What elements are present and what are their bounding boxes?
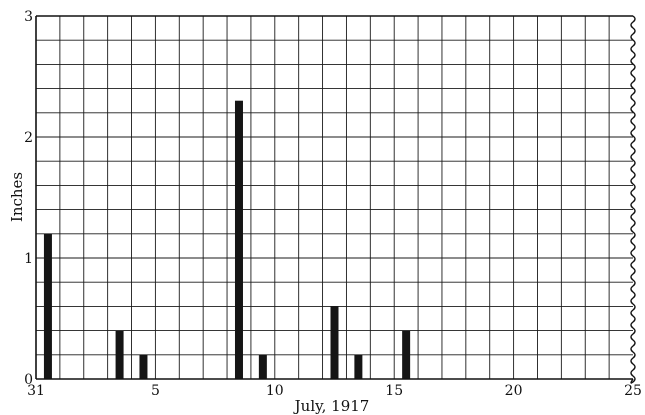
- bar: [43, 233, 52, 379]
- chart-tick-labels: 0 1 2 3 31 5 10 15 20 25: [24, 9, 642, 399]
- chart-bars: [43, 100, 411, 379]
- x-tick-label: 5: [151, 383, 160, 399]
- x-tick-label: 20: [505, 383, 523, 399]
- bar: [234, 100, 243, 379]
- x-tick-label: 31: [27, 383, 45, 399]
- y-tick-label: 1: [24, 251, 33, 267]
- y-tick-label: 3: [24, 9, 33, 25]
- x-tick-label: 10: [266, 383, 284, 399]
- x-axis-title: July, 1917: [293, 397, 370, 415]
- bar: [354, 354, 363, 379]
- chart-axes: [35, 15, 636, 384]
- x-tick-label: 25: [624, 383, 642, 399]
- right-wavy-border: [630, 15, 636, 384]
- bar: [402, 330, 411, 379]
- y-tick-label: 0: [24, 372, 33, 388]
- x-tick-label: 15: [385, 383, 403, 399]
- bar: [115, 330, 124, 379]
- bar: [330, 306, 339, 379]
- y-axis-title: Inches: [8, 172, 26, 222]
- y-tick-label: 2: [24, 130, 33, 146]
- bar: [139, 354, 148, 379]
- bar: [258, 354, 267, 379]
